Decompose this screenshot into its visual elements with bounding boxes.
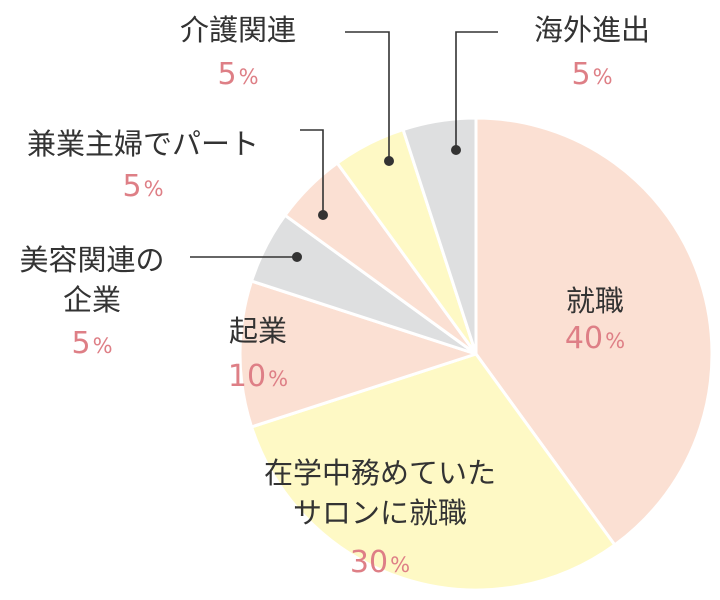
slice-label-line: 海外進出 [534, 13, 650, 47]
leader-line-6 [345, 31, 390, 161]
slice-label-3: 起業 [229, 314, 287, 348]
leader-dot-5 [318, 210, 328, 220]
leader-dot-6 [384, 156, 394, 166]
pie-slice-3 [238, 279, 478, 429]
slice-value-unit: % [144, 177, 164, 201]
pie-slices [238, 116, 714, 592]
slice-value-unit: % [268, 367, 288, 391]
slice-label-7: 海外進出 [534, 13, 650, 47]
pie-slice-7 [401, 116, 478, 356]
slice-label-line: 在学中務めていた [264, 456, 496, 490]
slice-label-4: 美容関連の企業 [19, 243, 164, 317]
slice-value-unit: % [93, 334, 113, 358]
slice-value-4: 5% [71, 326, 112, 361]
slice-label-line: 美容関連の [19, 243, 164, 277]
slice-label-2: 在学中務めていたサロンに就職 [264, 456, 496, 530]
pie-slice-2 [250, 352, 617, 592]
slice-value-unit: % [605, 329, 625, 353]
slice-label-6: 介護関連 [180, 13, 296, 47]
leader-line-7 [455, 31, 498, 150]
slice-label-line: 起業 [229, 314, 287, 348]
slice-value-6: 5% [217, 57, 258, 92]
slice-value-3: 10% [228, 359, 288, 394]
slice-label-line: 就職 [566, 284, 624, 318]
slice-value-number: 5 [217, 57, 236, 92]
leader-dot-4 [292, 252, 302, 262]
slice-label-line: 企業 [63, 283, 121, 317]
slice-value-unit: % [390, 553, 410, 577]
slice-label-line: 兼業主婦でパート [27, 127, 259, 161]
leader-lines [190, 31, 498, 262]
slice-label-line: 介護関連 [180, 13, 296, 47]
slice-label-1: 就職 [566, 284, 624, 318]
leader-dot-7 [451, 145, 461, 155]
slice-label-line: サロンに就職 [293, 496, 467, 530]
slice-value-number: 40 [565, 321, 603, 356]
slice-value-unit: % [239, 65, 259, 89]
slice-value-number: 5 [571, 57, 590, 92]
slice-label-5: 兼業主婦でパート [27, 127, 259, 161]
slice-value-number: 10 [228, 359, 266, 394]
pie-slice-1 [474, 116, 714, 547]
slice-value-number: 5 [71, 326, 90, 361]
slice-value-unit: % [593, 65, 613, 89]
slice-value-number: 5 [122, 169, 141, 204]
slice-value-1: 40% [565, 321, 625, 356]
slice-value-2: 30% [350, 545, 410, 580]
slice-value-7: 5% [571, 57, 612, 92]
slice-value-number: 30 [350, 545, 388, 580]
leader-line-5 [300, 129, 324, 215]
slice-value-5: 5% [122, 169, 163, 204]
